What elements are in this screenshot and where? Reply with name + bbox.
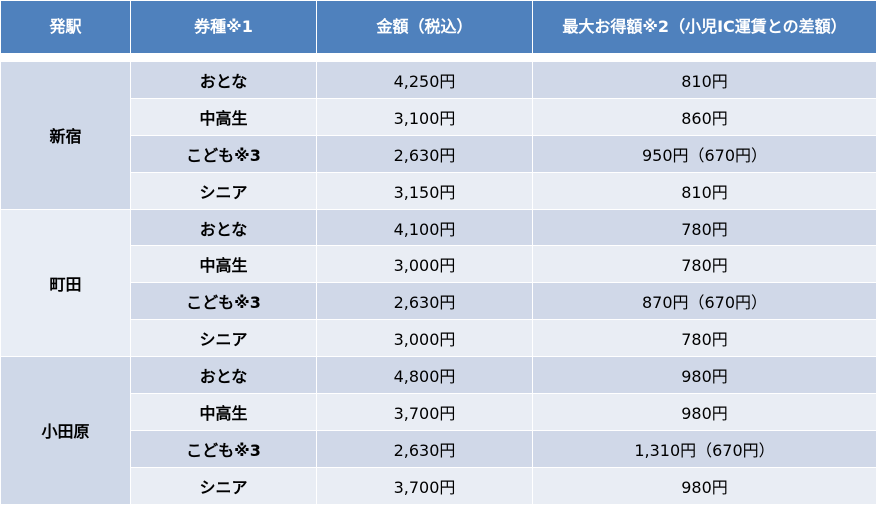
- price-cell: 3,100円: [317, 98, 533, 135]
- saving-cell: 860円: [533, 98, 876, 135]
- price-cell: 4,100円: [317, 209, 533, 246]
- saving-cell: 810円: [533, 62, 876, 99]
- saving-cell: 980円: [533, 357, 876, 394]
- station-name: 小田原: [1, 357, 131, 505]
- price-cell: 3,150円: [317, 172, 533, 209]
- header-saving: 最大お得額※2（小児IC運賃との差額）: [533, 1, 876, 54]
- table-row: こども※3 2,630円 950円（670円）: [1, 135, 876, 172]
- table-row: 中高生 3,000円 780円: [1, 246, 876, 283]
- price-cell: 3,700円: [317, 467, 533, 504]
- table-row: シニア 3,000円 780円: [1, 320, 876, 357]
- ticket-type-cell: こども※3: [131, 135, 317, 172]
- table-row: シニア 3,150円 810円: [1, 172, 876, 209]
- header-station: 発駅: [1, 1, 131, 54]
- table-row: 新宿 おとな 4,250円 810円: [1, 62, 876, 99]
- header-ticket-type: 券種※1: [131, 1, 317, 54]
- saving-cell: 780円: [533, 246, 876, 283]
- ticket-type-cell: シニア: [131, 467, 317, 504]
- price-cell: 2,630円: [317, 283, 533, 320]
- station-name: 町田: [1, 209, 131, 357]
- price-cell: 2,630円: [317, 430, 533, 467]
- ticket-type-cell: こども※3: [131, 283, 317, 320]
- ticket-type-cell: 中高生: [131, 98, 317, 135]
- table-row: 中高生 3,100円 860円: [1, 98, 876, 135]
- ticket-type-cell: シニア: [131, 320, 317, 357]
- saving-cell: 870円（670円）: [533, 283, 876, 320]
- header-price: 金額（税込）: [317, 1, 533, 54]
- saving-cell: 1,310円（670円）: [533, 430, 876, 467]
- saving-cell: 980円: [533, 394, 876, 431]
- table-row: シニア 3,700円 980円: [1, 467, 876, 504]
- saving-cell: 780円: [533, 209, 876, 246]
- price-cell: 4,800円: [317, 357, 533, 394]
- ticket-type-cell: こども※3: [131, 430, 317, 467]
- ticket-type-cell: おとな: [131, 62, 317, 99]
- price-cell: 2,630円: [317, 135, 533, 172]
- ticket-type-cell: シニア: [131, 172, 317, 209]
- price-cell: 3,000円: [317, 320, 533, 357]
- ticket-type-cell: おとな: [131, 357, 317, 394]
- ticket-type-cell: 中高生: [131, 246, 317, 283]
- saving-cell: 980円: [533, 467, 876, 504]
- table-header: 発駅 券種※1 金額（税込） 最大お得額※2（小児IC運賃との差額）: [1, 1, 876, 54]
- table-row: 中高生 3,700円 980円: [1, 394, 876, 431]
- ticket-type-cell: おとな: [131, 209, 317, 246]
- saving-cell: 780円: [533, 320, 876, 357]
- table-row: 小田原 おとな 4,800円 980円: [1, 357, 876, 394]
- ticket-type-cell: 中高生: [131, 394, 317, 431]
- table-row: こども※3 2,630円 1,310円（670円）: [1, 430, 876, 467]
- price-cell: 4,250円: [317, 62, 533, 99]
- price-cell: 3,000円: [317, 246, 533, 283]
- table-row: 町田 おとな 4,100円 780円: [1, 209, 876, 246]
- station-name: 新宿: [1, 62, 131, 210]
- price-cell: 3,700円: [317, 394, 533, 431]
- saving-cell: 810円: [533, 172, 876, 209]
- table-row: こども※3 2,630円 870円（670円）: [1, 283, 876, 320]
- saving-cell: 950円（670円）: [533, 135, 876, 172]
- table-body: 新宿 おとな 4,250円 810円 中高生 3,100円 860円 こども※3…: [1, 54, 876, 505]
